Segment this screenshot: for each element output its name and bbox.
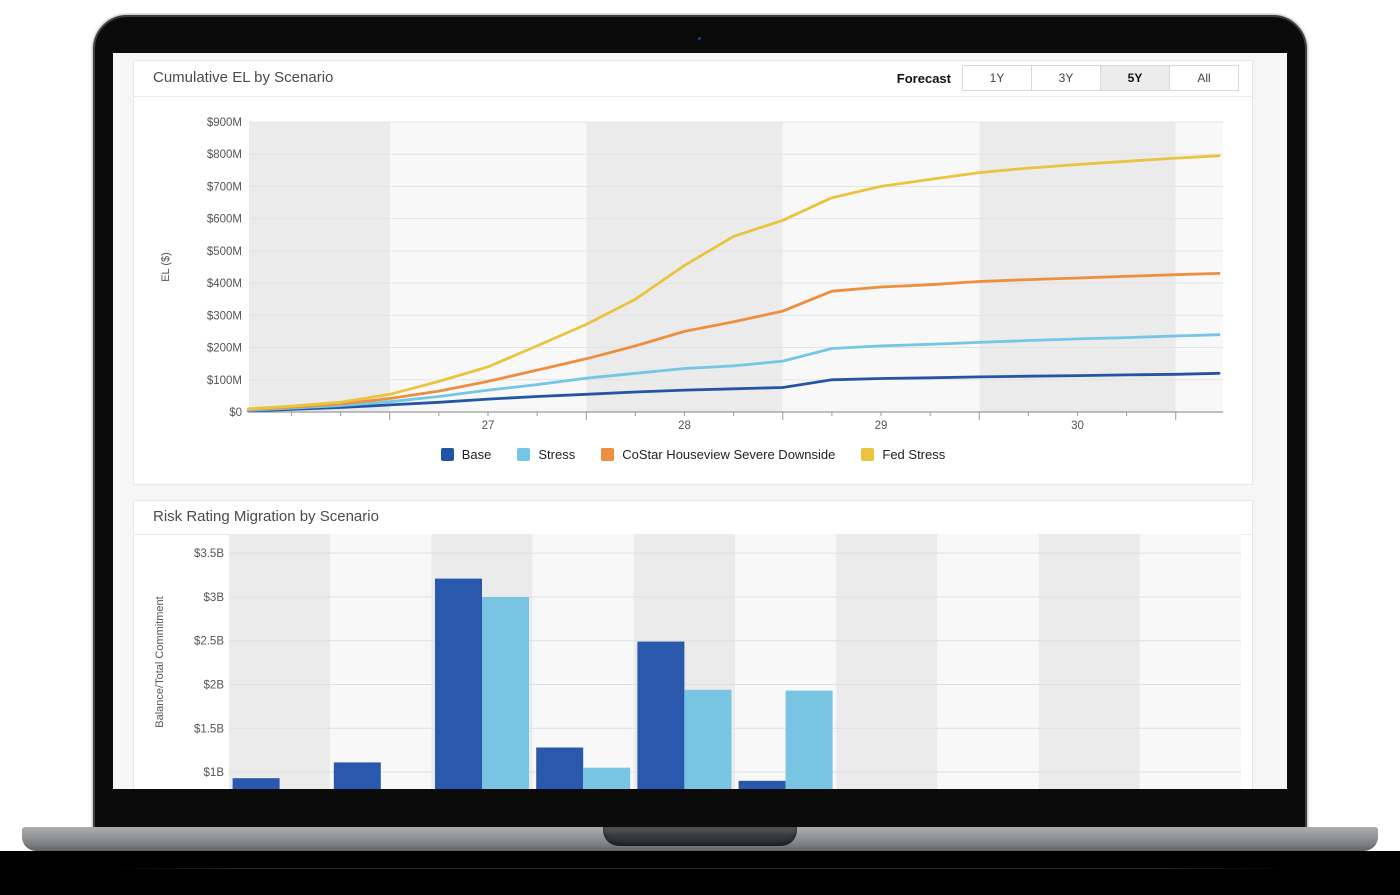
svg-text:28: 28 [678, 420, 691, 432]
svg-text:30: 30 [1071, 420, 1084, 432]
background-bottom-band [0, 851, 1400, 895]
legend-item[interactable]: Stress [517, 447, 575, 462]
panel-title: Cumulative EL by Scenario [153, 69, 334, 86]
cumulative-el-line-chart: $0 $100M $200M $300M $400M $500M $600M $700M $80… [160, 117, 1223, 432]
laptop-shadow-line [110, 868, 1290, 869]
svg-text:$400M: $400M [207, 278, 242, 290]
legend-label: Stress [538, 447, 576, 462]
panel-risk-rating-header: Risk Rating Migration by Scenario [134, 501, 1252, 535]
legend-item[interactable]: CoStar Houseview Severe Downside [601, 447, 835, 462]
legend-label: Base [461, 447, 492, 462]
svg-text:27: 27 [482, 420, 495, 432]
svg-text:$0: $0 [229, 407, 242, 419]
svg-text:$1B: $1B [204, 767, 225, 779]
forecast-label: Forecast [896, 70, 951, 86]
svg-text:$700M: $700M [207, 181, 242, 193]
svg-text:$3.5B: $3.5B [194, 548, 224, 560]
webcam-icon [695, 34, 704, 43]
legend-swatch-icon [601, 448, 615, 461]
forecast-all-button[interactable]: All [1169, 65, 1239, 91]
svg-text:$900M: $900M [207, 117, 242, 129]
forecast-control: Forecast 1Y 3Y 5Y All [897, 65, 1239, 91]
svg-text:$2.5B: $2.5B [194, 636, 224, 648]
svg-text:$800M: $800M [207, 149, 242, 161]
forecast-button-group: 1Y 3Y 5Y All [962, 65, 1239, 91]
svg-text:$2B: $2B [204, 680, 225, 692]
risk-rating-bar-chart: $1B $1.5B $2B $2.5B $3B $3.5B Balance/Total Co… [154, 534, 1241, 789]
legend-label: CoStar Houseview Severe Downside [622, 447, 836, 462]
svg-text:$600M: $600M [207, 214, 242, 226]
svg-text:$100M: $100M [207, 375, 242, 387]
legend-item[interactable]: Base [440, 447, 492, 462]
panel-risk-rating: Risk Rating Migration by Scenario $1B $1.… [133, 500, 1253, 789]
svg-text:$300M: $300M [207, 310, 242, 322]
legend-swatch-icon [861, 448, 875, 461]
panel-title: Risk Rating Migration by Scenario [153, 508, 379, 525]
chart-legend: Base Stress CoStar Houseview Severe Downsi… [134, 444, 1252, 465]
legend-item[interactable]: Fed Stress [861, 447, 945, 462]
panel-cumulative-el-header: Cumulative EL by Scenario Forecast 1Y 3Y 5… [134, 61, 1252, 97]
panel-cumulative-el: Cumulative EL by Scenario Forecast 1Y 3Y 5… [133, 60, 1253, 485]
legend-swatch-icon [440, 448, 454, 461]
svg-text:$1.5B: $1.5B [194, 723, 224, 735]
svg-text:29: 29 [875, 420, 888, 432]
svg-text:Balance/Total Commitment: Balance/Total Commitment [154, 596, 166, 727]
forecast-3y-button[interactable]: 3Y [1031, 65, 1101, 91]
forecast-5y-button[interactable]: 5Y [1100, 65, 1170, 91]
legend-swatch-icon [517, 448, 531, 461]
svg-text:$500M: $500M [207, 246, 242, 258]
laptop-hinge-notch [603, 827, 797, 846]
svg-text:$200M: $200M [207, 343, 242, 355]
forecast-1y-button[interactable]: 1Y [962, 65, 1032, 91]
legend-label: Fed Stress [882, 447, 946, 462]
dashboard-screen: Cumulative EL by Scenario Forecast 1Y 3Y 5… [113, 53, 1287, 789]
svg-text:EL ($): EL ($) [160, 252, 172, 282]
svg-text:$3B: $3B [204, 592, 225, 604]
